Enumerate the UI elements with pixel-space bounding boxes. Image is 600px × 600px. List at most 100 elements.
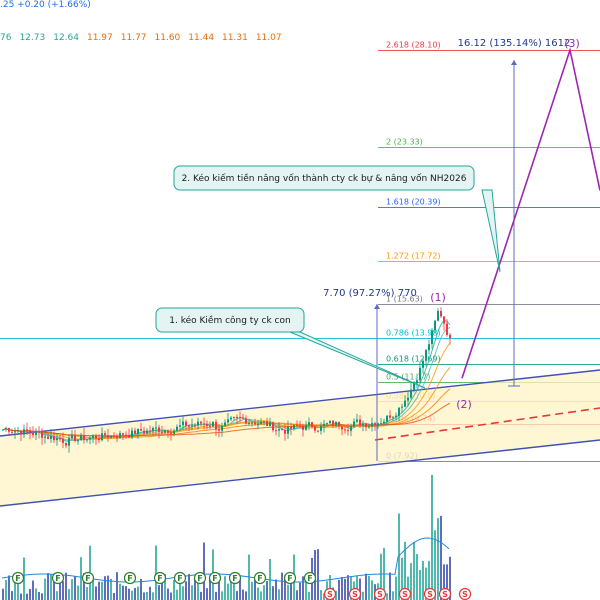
candle-body [206,424,208,426]
candle-body [176,426,178,431]
volume-bar [104,576,106,600]
candle-body [347,430,349,432]
volume-bar [302,576,304,600]
event-marker-circle [193,571,207,585]
event-marker: S [373,587,387,600]
candle-body [362,423,364,425]
volume-bar [38,591,40,600]
volume-bar [29,589,31,600]
event-marker: S [323,587,337,600]
candle-body [431,330,433,345]
volume-bar [8,575,10,600]
volume-bar [263,585,265,600]
volume-bar [443,564,445,600]
event-marker: F [253,571,267,585]
volume-bar [281,572,283,600]
volume-bar [221,591,223,600]
volume-bar [347,575,349,600]
candle-body [275,430,277,432]
ma-value: 12.73 [19,33,46,43]
event-marker: F [283,571,297,585]
volume-bar [422,560,424,600]
candle-body [98,438,100,441]
candle-body [263,421,265,423]
candle-body [86,439,88,441]
volume-bar [107,575,109,600]
volume-bar [152,592,154,600]
candle-body [35,431,37,435]
callout-1-pointer [289,331,426,389]
annotation-2: 2. Kéo kiếm tiền nâng vốn thành cty ck b… [182,173,467,184]
annotation-1: 1. kéo Kiềm công ty ck con [169,315,290,326]
candle-body [74,434,76,441]
volume-bar [149,586,151,600]
volume-bar [68,588,70,600]
volume-bar [350,576,352,600]
volume-bar [134,587,136,600]
candle-body [239,417,241,419]
candle-body [413,383,415,390]
candle-body [437,310,439,321]
candle-body [425,350,427,361]
candle-body [230,417,232,420]
candle-body [449,334,451,338]
callout-2-box [173,165,475,191]
volume-bar [32,580,34,600]
volume-bar [131,590,133,600]
wave-label-3: (3) [564,37,580,50]
volume-bar [35,588,37,600]
volume-bar [95,586,97,600]
candle-body [122,433,124,435]
candle-body [356,419,358,422]
volume-bar [98,581,100,600]
candle-body [284,430,286,434]
volume-bar [362,591,364,600]
event-marker-letter: F [127,574,132,583]
candle-body [53,436,55,441]
candle-body [254,422,256,425]
volume-bar [287,584,289,600]
volume-bar [320,589,322,600]
volume-bar [410,563,412,600]
volume-bar [140,578,142,600]
volume-bar [194,578,196,600]
candle-body [323,423,325,426]
candle-body [131,430,133,438]
volume-bar [413,541,415,600]
volume-bar [185,581,187,600]
volume-bar [182,586,184,600]
candle-body [158,427,160,432]
volume-bar [137,586,139,600]
candle-body [101,433,103,441]
volume-bar [119,583,121,600]
candle-body [17,430,19,432]
candle-body [80,435,82,441]
measure-1-label: 7.70 (97.27%) 770 [323,288,417,299]
event-marker-circle [228,571,242,585]
event-marker-circle [51,571,65,585]
candle-body [371,423,373,427]
volume-bar [86,587,88,600]
candle-body [65,442,67,446]
candle-body [257,423,259,425]
candle-body [134,430,136,434]
candle-body [377,423,379,426]
candle-body [68,438,70,446]
volume-bar [200,591,202,600]
candle-body [233,416,235,418]
candle-body [119,433,121,439]
candle-body [2,429,4,431]
candle-body [296,424,298,426]
event-marker-letter: F [257,574,262,583]
volume-bar [425,567,427,600]
candle-body [221,425,223,431]
event-marker-circle [123,571,137,585]
candle-body [107,435,109,438]
candle-body [125,434,127,436]
event-marker: F [51,571,65,585]
volume-bar [431,475,433,600]
candle-body [50,436,52,439]
candle-body [5,427,7,430]
volume-bar [398,513,400,600]
